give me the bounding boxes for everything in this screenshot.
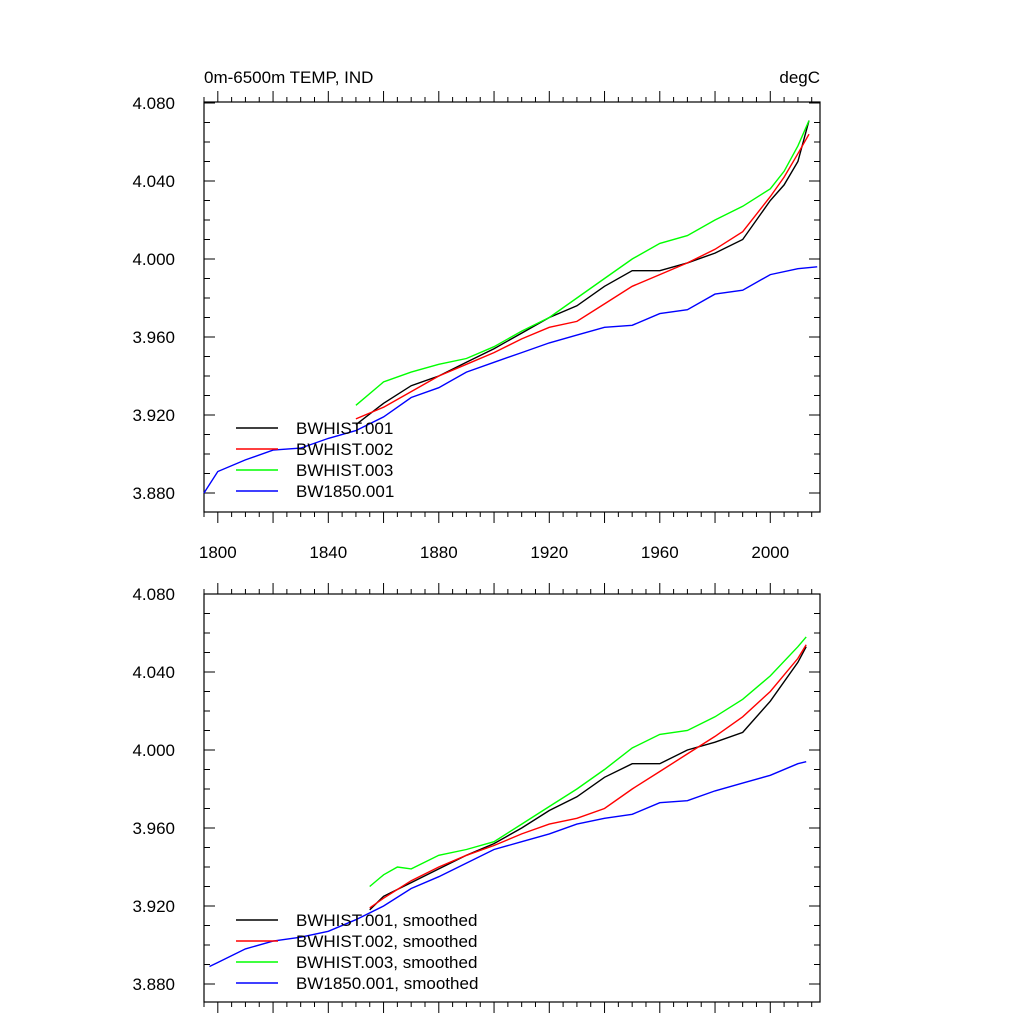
x-tick-label: 1880 xyxy=(420,543,458,562)
y-tick-label: 3.920 xyxy=(132,897,175,916)
y-tick-label: 3.880 xyxy=(132,484,175,503)
series-line-bwhist-003-smoothed xyxy=(369,636,807,888)
legend-label: BW1850.001, smoothed xyxy=(296,974,478,993)
series-line-bwhist-002 xyxy=(355,133,810,420)
y-tick-label: 4.000 xyxy=(132,250,175,269)
y-tick-label: 4.080 xyxy=(132,585,175,604)
y-tick-label: 4.080 xyxy=(132,94,175,113)
x-tick-label: 2000 xyxy=(751,543,789,562)
panel-2-smoothed-series: 3.880 3.920 3.960 4.000 4.040 4.080 BWHIST.001… xyxy=(132,583,821,1013)
x-tick-label: 1960 xyxy=(641,543,679,562)
x-tick-label: 1920 xyxy=(530,543,568,562)
legend-label: BWHIST.001, smoothed xyxy=(296,911,477,930)
plot-frame xyxy=(203,593,821,1003)
series-line-bwhist-001 xyxy=(355,120,810,426)
legend-label: BWHIST.002, smoothed xyxy=(296,932,477,951)
series-line-bw1850-001-smoothed xyxy=(209,761,807,968)
y-tick-label: 3.960 xyxy=(132,328,175,347)
legend-label: BWHIST.001 xyxy=(296,419,393,438)
panel-1-units: degC xyxy=(779,68,820,87)
series-line-bwhist-003 xyxy=(355,120,810,406)
panel-1-title: 0m-6500m TEMP, IND xyxy=(204,68,373,87)
legend-label: BWHIST.003 xyxy=(296,461,393,480)
y-tick-label: 4.040 xyxy=(132,172,175,191)
series-line-bwhist-002-smoothed xyxy=(369,644,807,909)
legend-label: BW1850.001 xyxy=(296,482,394,501)
legend-label: BWHIST.002 xyxy=(296,440,393,459)
panel-1-time-series: 3.880 3.920 3.960 4.000 4.040 4.080 1800 1840 18… xyxy=(132,91,821,562)
series-line-bw1850-001 xyxy=(203,266,818,494)
y-tick-label: 4.040 xyxy=(132,663,175,682)
y-tick-label: 3.920 xyxy=(132,406,175,425)
y-tick-label: 3.960 xyxy=(132,819,175,838)
x-tick-label: 1840 xyxy=(309,543,347,562)
y-tick-label: 4.000 xyxy=(132,741,175,760)
x-tick-label: 1800 xyxy=(199,543,237,562)
plot-frame xyxy=(203,101,821,513)
y-tick-label: 3.880 xyxy=(132,975,175,994)
legend-label: BWHIST.003, smoothed xyxy=(296,953,477,972)
series-line-bwhist-001-smoothed xyxy=(369,646,807,911)
